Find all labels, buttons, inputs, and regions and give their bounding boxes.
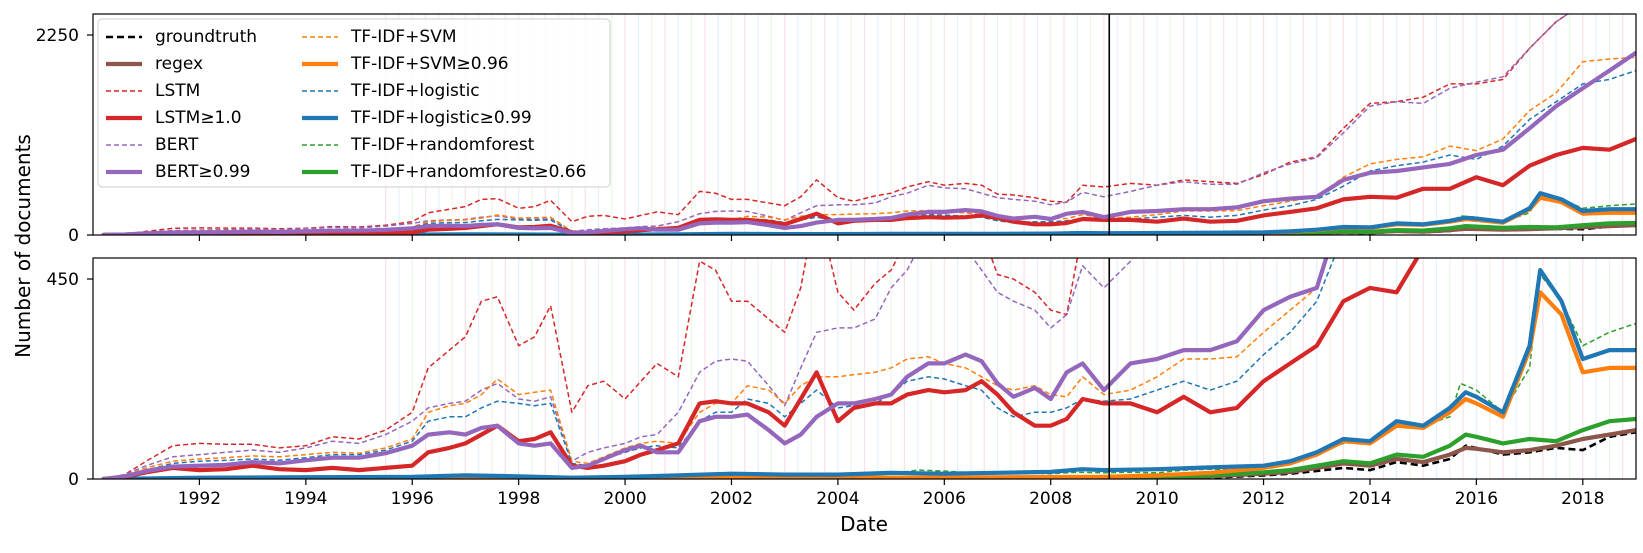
x-tick-label-1994: 1994 — [284, 489, 327, 509]
x-tick-label-1992: 1992 — [178, 489, 221, 509]
series-line-lstm-ge-1-0-top — [101, 136, 1636, 235]
legend-label-bert: BERT — [155, 135, 199, 155]
legend-label-svm-thresh: TF-IDF+SVM≥0.96 — [350, 54, 509, 74]
legend-label-logistic-thresh: TF-IDF+logistic≥0.99 — [350, 108, 532, 128]
x-tick-label-2006: 2006 — [923, 489, 966, 509]
x-tick-label-2018: 2018 — [1561, 489, 1604, 509]
x-tick-label-2014: 2014 — [1348, 489, 1391, 509]
y-tick-label-top-1: 2250 — [36, 26, 79, 46]
series-line-bert-ge-0-99-bottom — [101, 258, 1329, 479]
legend-label-groundtruth: groundtruth — [155, 27, 257, 47]
x-tick-label-2000: 2000 — [603, 489, 646, 509]
series-line-bert-ge-0-99-top — [101, 50, 1636, 235]
bottom-panel — [87, 257, 1637, 485]
legend-label-bert-thresh: BERT≥0.99 — [155, 162, 250, 182]
x-tick-label-1998: 1998 — [497, 489, 540, 509]
series-group — [101, 258, 1636, 479]
series-line-tf-idf-svm-ge-0-96-bottom — [101, 290, 1636, 479]
x-axis-label: Date — [840, 512, 888, 536]
legend-label-svm: TF-IDF+SVM — [350, 27, 457, 47]
series-line-tf-idf-logistic-ge-0-99-bottom — [101, 268, 1636, 479]
x-tick-label-2002: 2002 — [710, 489, 753, 509]
x-tick-label-2016: 2016 — [1455, 489, 1498, 509]
y-tick-label-top-0: 0 — [68, 226, 79, 246]
legend-box — [97, 18, 611, 188]
series-line-bert-top — [103, 14, 1570, 235]
y-tick-label-bottom-1: 450 — [47, 270, 79, 290]
y-tick-label-bottom-0: 0 — [68, 470, 79, 490]
x-tick-label-1996: 1996 — [391, 489, 434, 509]
legend-label-regex: regex — [155, 54, 203, 74]
x-tick-label-2012: 2012 — [1242, 489, 1285, 509]
legend-label-randomforest-thresh: TF-IDF+randomforest≥0.66 — [350, 162, 586, 182]
series-line-tf-idf-randomforest-bottom — [103, 273, 1636, 479]
x-tick-label-2004: 2004 — [816, 489, 859, 509]
y-axis-label: Number of documents — [11, 134, 35, 358]
series-line-lstm-ge-1-0-bottom — [101, 258, 1420, 479]
axes-frame — [92, 257, 1637, 480]
legend: groundtruth regex LSTM LSTM≥1.0 BERT BER… — [97, 18, 611, 188]
x-tick-label-2008: 2008 — [1029, 489, 1072, 509]
legend-label-lstm-thresh: LSTM≥1.0 — [155, 108, 242, 128]
series-line-groundtruth-bottom — [103, 431, 1636, 479]
legend-label-randomforest: TF-IDF+randomforest — [350, 135, 535, 155]
background-stripes — [385, 258, 1624, 479]
legend-label-lstm: LSTM — [155, 81, 200, 101]
axes-frame — [92, 13, 1637, 236]
x-tick-label-2010: 2010 — [1135, 489, 1178, 509]
legend-label-logistic: TF-IDF+logistic — [350, 81, 480, 101]
